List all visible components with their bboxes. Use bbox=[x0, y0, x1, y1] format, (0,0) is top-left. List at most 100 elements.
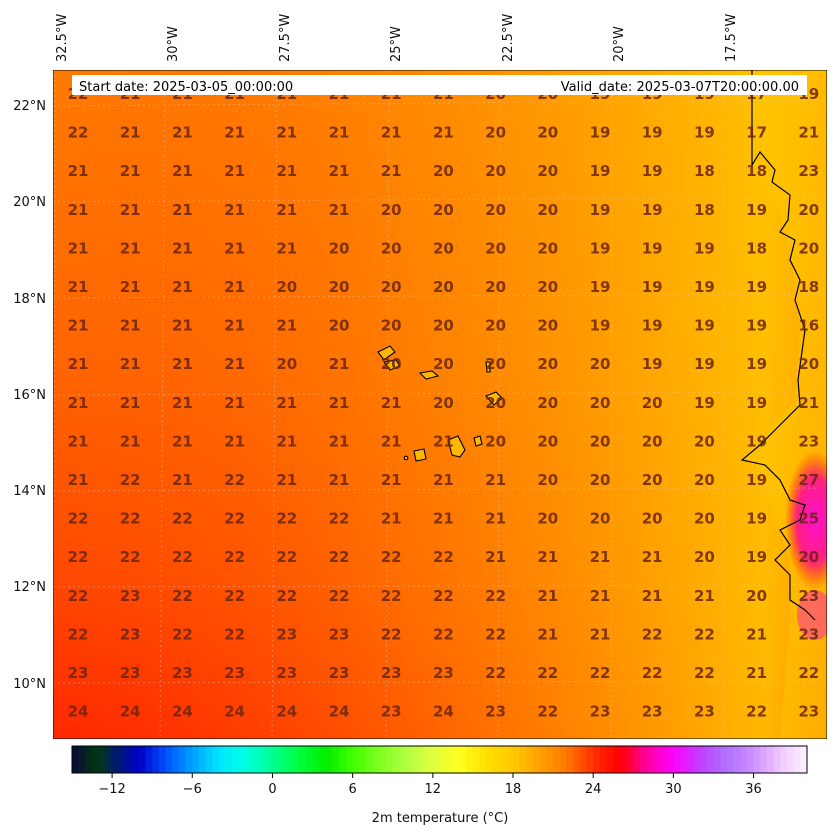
temperature-value: 21 bbox=[68, 471, 89, 489]
temperature-value: 22 bbox=[433, 587, 454, 605]
temperature-value: 20 bbox=[590, 355, 611, 373]
temperature-value: 20 bbox=[694, 548, 715, 566]
lat-label: 18°N bbox=[13, 292, 46, 307]
temperature-value: 21 bbox=[120, 278, 141, 296]
temperature-value: 24 bbox=[276, 703, 297, 721]
temperature-value: 20 bbox=[537, 124, 558, 142]
temperature-value: 21 bbox=[120, 355, 141, 373]
temperature-value: 21 bbox=[329, 162, 350, 180]
colorbar-swatch bbox=[452, 746, 461, 773]
temperature-value: 20 bbox=[276, 278, 297, 296]
temperature-value: 21 bbox=[224, 432, 245, 450]
temperature-value: 21 bbox=[68, 394, 89, 412]
colorbar-swatch bbox=[352, 746, 360, 773]
temperature-value: 20 bbox=[537, 394, 558, 412]
temperature-value: 22 bbox=[68, 587, 89, 605]
temperature-value: 21 bbox=[276, 394, 297, 412]
colorbar-swatch bbox=[112, 746, 120, 773]
temperature-value: 22 bbox=[381, 587, 402, 605]
colorbar-swatch bbox=[720, 746, 728, 773]
colorbar-swatch bbox=[412, 746, 421, 773]
lat-label: 12°N bbox=[13, 580, 46, 595]
temperature-value: 20 bbox=[485, 201, 506, 219]
temperature-value: 19 bbox=[746, 432, 767, 450]
colorbar-swatch bbox=[439, 746, 447, 773]
colorbar-swatch bbox=[686, 746, 695, 773]
temperature-value: 19 bbox=[746, 510, 767, 528]
colorbar-swatch bbox=[332, 746, 340, 773]
temperature-value: 20 bbox=[694, 471, 715, 489]
temperature-value: 20 bbox=[433, 278, 454, 296]
temperature-value: 19 bbox=[746, 548, 767, 566]
temperature-value: 21 bbox=[485, 510, 506, 528]
temperature-value: 20 bbox=[537, 162, 558, 180]
temperature-value: 22 bbox=[798, 664, 819, 682]
temperature-value: 21 bbox=[381, 162, 402, 180]
temperature-value: 22 bbox=[694, 625, 715, 643]
temperature-value: 21 bbox=[329, 471, 350, 489]
temperature-value: 22 bbox=[537, 664, 558, 682]
temperature-value: 16 bbox=[798, 317, 819, 335]
temperature-value: 21 bbox=[276, 317, 297, 335]
temperature-value: 21 bbox=[120, 201, 141, 219]
colorbar-swatch bbox=[713, 746, 721, 773]
temperature-value: 23 bbox=[433, 664, 454, 682]
header-box bbox=[72, 75, 807, 95]
temperature-value: 21 bbox=[276, 162, 297, 180]
colorbar-tick-label: 0 bbox=[268, 782, 276, 797]
temperature-value: 22 bbox=[68, 548, 89, 566]
temperature-value: 20 bbox=[381, 201, 402, 219]
colorbar-ticks: −12 −6 0 6 12 18 24 30 36 bbox=[98, 773, 762, 797]
temperature-value: 20 bbox=[590, 432, 611, 450]
temperature-value: 20 bbox=[537, 239, 558, 257]
lon-label: 17.5°W bbox=[724, 14, 739, 62]
temperature-value: 21 bbox=[172, 278, 193, 296]
temperature-value: 24 bbox=[433, 703, 454, 721]
temperature-value: 21 bbox=[276, 432, 297, 450]
temperature-value: 19 bbox=[746, 317, 767, 335]
colorbar-swatch bbox=[185, 746, 193, 773]
colorbar-swatch bbox=[526, 746, 534, 773]
temperature-value: 20 bbox=[537, 471, 558, 489]
temperature-value: 21 bbox=[276, 471, 297, 489]
temperature-value: 19 bbox=[694, 394, 715, 412]
temperature-value: 23 bbox=[120, 625, 141, 643]
temperature-value: 23 bbox=[798, 432, 819, 450]
temperature-value: 21 bbox=[68, 201, 89, 219]
map-panel: 22 21 21 21 21 21 21 21 20 20 19 19 19 17 19 22 21 21 21 21… bbox=[53, 70, 827, 739]
temperature-value: 21 bbox=[329, 201, 350, 219]
temperature-value: 19 bbox=[590, 239, 611, 257]
colorbar-swatch bbox=[566, 746, 574, 773]
colorbar-swatch bbox=[533, 746, 541, 773]
temperature-value: 22 bbox=[329, 548, 350, 566]
temperature-value: 21 bbox=[224, 239, 245, 257]
temperature-value: 25 bbox=[798, 510, 819, 528]
temperature-value: 21 bbox=[172, 239, 193, 257]
colorbar-swatch bbox=[499, 746, 507, 773]
colorbar-swatch bbox=[740, 746, 748, 773]
temperature-value: 22 bbox=[172, 548, 193, 566]
temperature-value: 21 bbox=[224, 201, 245, 219]
temperature-value: 20 bbox=[642, 432, 663, 450]
temperature-value: 19 bbox=[642, 124, 663, 142]
colorbar-tick-label: 18 bbox=[505, 782, 522, 797]
temperature-value: 20 bbox=[798, 355, 819, 373]
colorbar-tick-label: 12 bbox=[425, 782, 442, 797]
temperature-value: 21 bbox=[329, 355, 350, 373]
temperature-values: 22 21 21 21 21 21 21 21 20 20 19 19 19 17 19 22 21 21 21 21… bbox=[68, 85, 820, 721]
colorbar-tick-label: 24 bbox=[585, 782, 602, 797]
temperature-value: 20 bbox=[537, 278, 558, 296]
temperature-value: 23 bbox=[120, 664, 141, 682]
temperature-value: 22 bbox=[224, 471, 245, 489]
temperature-value: 21 bbox=[120, 394, 141, 412]
temperature-value: 23 bbox=[276, 625, 297, 643]
temperature-value: 20 bbox=[381, 355, 402, 373]
temperature-value: 23 bbox=[172, 664, 193, 682]
temperature-value: 20 bbox=[433, 162, 454, 180]
temperature-value: 21 bbox=[642, 548, 663, 566]
temperature-value: 20 bbox=[642, 471, 663, 489]
colorbar-swatch bbox=[152, 746, 160, 773]
temperature-value: 21 bbox=[68, 239, 89, 257]
colorbar-swatch bbox=[245, 746, 254, 773]
colorbar-swatch bbox=[539, 746, 548, 773]
